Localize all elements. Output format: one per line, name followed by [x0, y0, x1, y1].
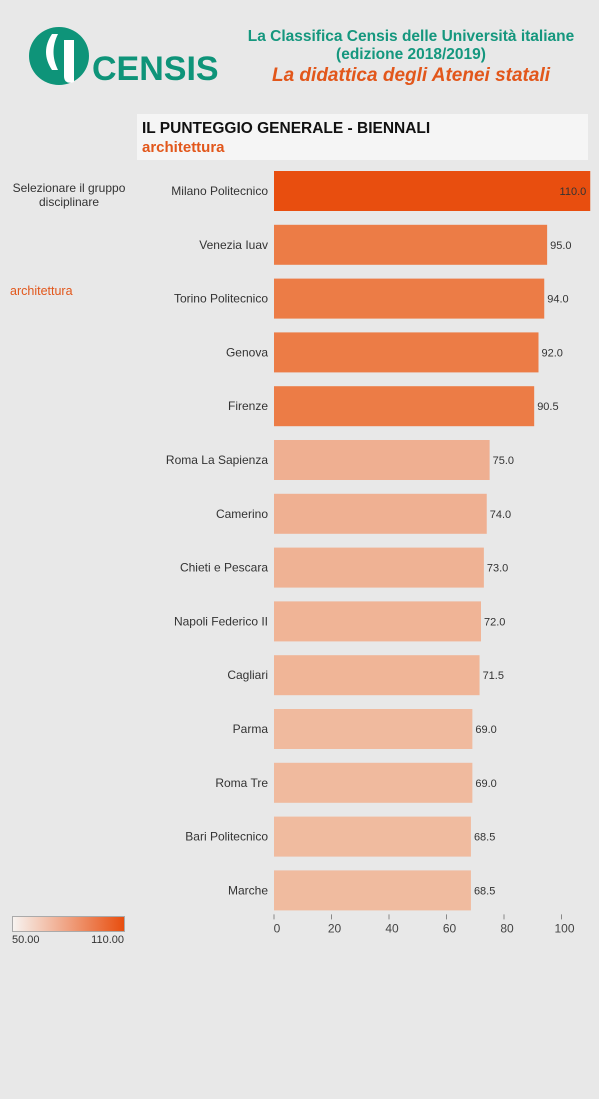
filter-label: Selezionare il gruppo disciplinare [12, 181, 126, 209]
value-label: 94.0 [547, 294, 568, 306]
value-label: 69.0 [475, 778, 496, 790]
category-label: Venezia Iuav [199, 238, 268, 252]
value-label: 75.0 [493, 455, 514, 467]
filter-option-selected[interactable]: architettura [10, 284, 73, 298]
value-label: 95.0 [550, 240, 571, 252]
x-tick-label: 0 [274, 921, 281, 935]
bar[interactable] [274, 171, 591, 211]
category-label: Camerino [216, 507, 268, 521]
x-tick-label: 40 [385, 921, 399, 935]
value-label: 68.5 [474, 832, 495, 844]
category-label: Torino Politecnico [174, 292, 268, 306]
value-label: 69.0 [475, 724, 496, 736]
bar-chart: Milano Politecnico 110.0 Venezia Iuav 95.0 T… [166, 171, 591, 935]
value-label: 73.0 [487, 563, 508, 575]
value-label: 74.0 [490, 509, 511, 521]
bar[interactable] [274, 386, 535, 427]
logo-text: CENSIS [92, 50, 218, 88]
category-label: Napoli Federico II [174, 614, 268, 628]
bar[interactable] [274, 332, 539, 373]
bar[interactable] [274, 547, 484, 588]
bar[interactable] [274, 440, 490, 480]
page-subtitle: La didattica degli Atenei statali [271, 65, 551, 86]
x-tick-label: 60 [443, 921, 457, 935]
value-label: 72.0 [484, 616, 505, 628]
censis-logo: CENSIS [28, 26, 218, 88]
page-title: La Classifica Censis delle Università it… [236, 28, 586, 64]
bar[interactable] [274, 278, 545, 319]
legend-max-label: 110.00 [91, 934, 124, 946]
chart-title: IL PUNTEGGIO GENERALE - BIENNALI [142, 120, 431, 137]
x-tick-label: 80 [500, 921, 514, 935]
page-title-line1: La Classifica Censis delle Università it… [247, 28, 575, 45]
value-label: 92.0 [542, 347, 563, 359]
chart-header-panel: IL PUNTEGGIO GENERALE - BIENNALI archite… [137, 114, 588, 160]
bar[interactable] [274, 601, 481, 642]
value-label: 68.5 [474, 885, 495, 897]
bar[interactable] [274, 762, 473, 803]
category-label: Bari Politecnico [185, 830, 268, 844]
x-tick-label: 100 [554, 921, 574, 935]
chart-subtitle: architettura [142, 139, 225, 156]
page-title-line2: (edizione 2018/2019) [336, 46, 486, 63]
value-label: 71.5 [483, 670, 504, 682]
bar[interactable] [274, 655, 480, 696]
color-legend-gradient [12, 916, 125, 932]
category-label: Milano Politecnico [171, 184, 268, 198]
category-label: Firenze [228, 399, 268, 413]
category-label: Parma [233, 722, 269, 736]
category-label: Cagliari [227, 668, 268, 682]
value-label: 90.5 [537, 401, 558, 413]
bar[interactable] [274, 224, 548, 265]
value-label: 110.0 [560, 186, 587, 198]
category-label: Genova [226, 345, 268, 359]
category-label: Roma Tre [215, 776, 268, 790]
bar[interactable] [274, 493, 487, 534]
category-label: Marche [228, 883, 268, 897]
category-label: Chieti e Pescara [180, 561, 268, 575]
bar[interactable] [274, 709, 473, 749]
x-tick-label: 20 [328, 921, 342, 935]
bar[interactable] [274, 870, 471, 911]
bar[interactable] [274, 816, 471, 857]
category-label: Roma La Sapienza [166, 453, 268, 467]
legend-min-label: 50.00 [12, 934, 40, 946]
